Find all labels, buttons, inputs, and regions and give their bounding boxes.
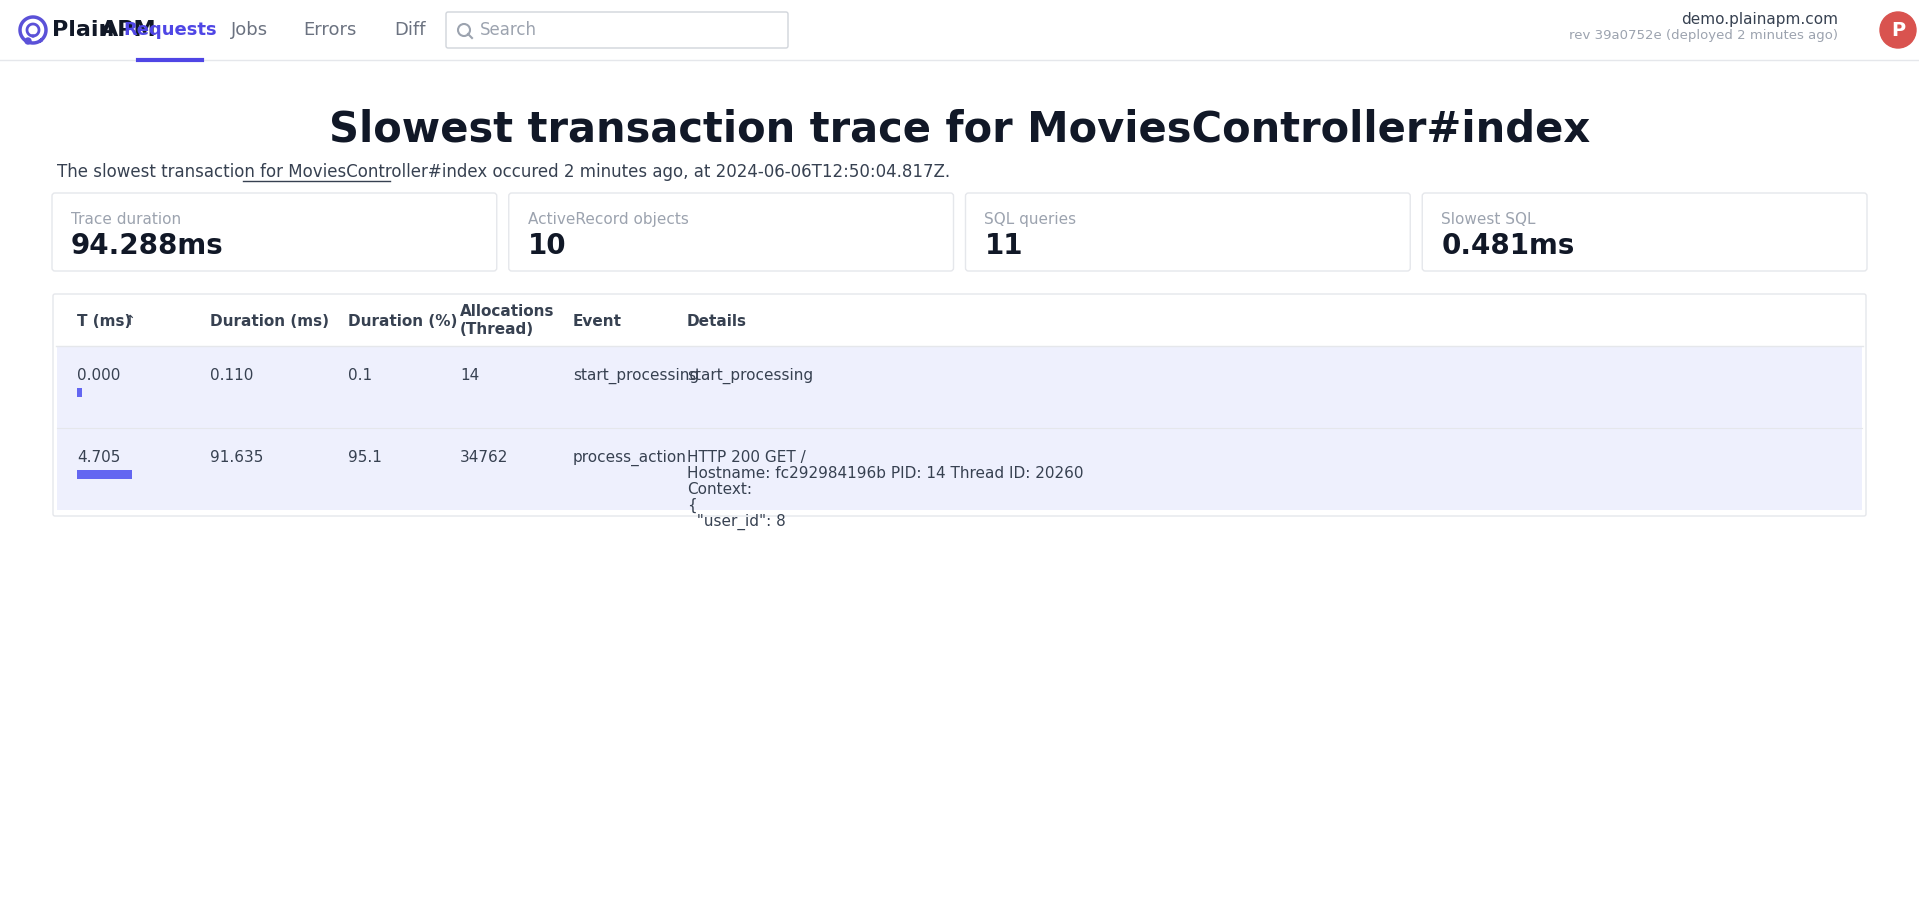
Text: 14: 14	[461, 368, 480, 383]
Text: start_processing: start_processing	[574, 368, 699, 384]
Text: Errors: Errors	[303, 21, 357, 39]
Text: 11: 11	[984, 232, 1023, 260]
FancyBboxPatch shape	[509, 193, 954, 271]
FancyBboxPatch shape	[58, 346, 1861, 428]
FancyBboxPatch shape	[445, 12, 789, 48]
FancyBboxPatch shape	[1422, 193, 1867, 271]
Text: 34762: 34762	[461, 450, 509, 465]
Text: Duration (%): Duration (%)	[347, 313, 457, 328]
Text: "user_id": 8: "user_id": 8	[687, 514, 785, 530]
FancyBboxPatch shape	[52, 193, 497, 271]
Text: ActiveRecord objects: ActiveRecord objects	[528, 212, 689, 227]
Text: 4.705: 4.705	[77, 450, 121, 465]
Text: process_action: process_action	[574, 450, 687, 466]
Text: 0.1: 0.1	[347, 368, 372, 383]
FancyBboxPatch shape	[965, 193, 1410, 271]
Text: Context:: Context:	[687, 482, 752, 497]
Text: Event: Event	[574, 313, 622, 328]
Text: Details: Details	[687, 313, 746, 328]
Text: Trace duration: Trace duration	[71, 212, 180, 227]
Text: rev 39a0752e (deployed 2 minutes ago): rev 39a0752e (deployed 2 minutes ago)	[1570, 29, 1838, 42]
Text: start_processing: start_processing	[687, 368, 814, 384]
Text: HTTP 200 GET /: HTTP 200 GET /	[687, 450, 806, 465]
Text: 0.000: 0.000	[77, 368, 121, 383]
Text: APM: APM	[102, 20, 157, 40]
Text: Diff: Diff	[393, 21, 426, 39]
FancyBboxPatch shape	[77, 470, 132, 479]
FancyBboxPatch shape	[0, 0, 1919, 60]
Text: Search: Search	[480, 21, 537, 39]
Text: 0.110: 0.110	[209, 368, 253, 383]
Text: Hostname: fc292984196b PID: 14 Thread ID: 20260: Hostname: fc292984196b PID: 14 Thread ID…	[687, 466, 1084, 481]
Circle shape	[25, 38, 31, 44]
Text: (Thread): (Thread)	[461, 322, 533, 338]
Text: {: {	[687, 498, 697, 513]
Text: Allocations: Allocations	[461, 304, 555, 320]
Text: ↑: ↑	[121, 314, 136, 328]
Text: T (ms): T (ms)	[77, 313, 130, 328]
Text: Requests: Requests	[123, 21, 217, 39]
Text: Duration (ms): Duration (ms)	[209, 313, 328, 328]
Text: Jobs: Jobs	[232, 21, 269, 39]
Text: 10: 10	[528, 232, 566, 260]
FancyBboxPatch shape	[58, 428, 1861, 510]
Text: 94.288ms: 94.288ms	[71, 232, 225, 260]
Text: P: P	[1890, 21, 1906, 40]
Text: demo.plainapm.com: demo.plainapm.com	[1681, 12, 1838, 27]
Circle shape	[1881, 12, 1915, 48]
Text: SQL queries: SQL queries	[984, 212, 1077, 227]
FancyBboxPatch shape	[54, 294, 1865, 516]
Text: 91.635: 91.635	[209, 450, 263, 465]
Text: Slowest transaction trace for MoviesController#index: Slowest transaction trace for MoviesCont…	[328, 109, 1591, 151]
Text: Plain: Plain	[52, 20, 115, 40]
Text: Slowest SQL: Slowest SQL	[1441, 212, 1535, 227]
Text: 95.1: 95.1	[347, 450, 382, 465]
FancyBboxPatch shape	[77, 388, 83, 397]
Text: The slowest transaction for MoviesController#index occured 2 minutes ago, at 202: The slowest transaction for MoviesContro…	[58, 163, 950, 181]
Text: 0.481ms: 0.481ms	[1441, 232, 1575, 260]
